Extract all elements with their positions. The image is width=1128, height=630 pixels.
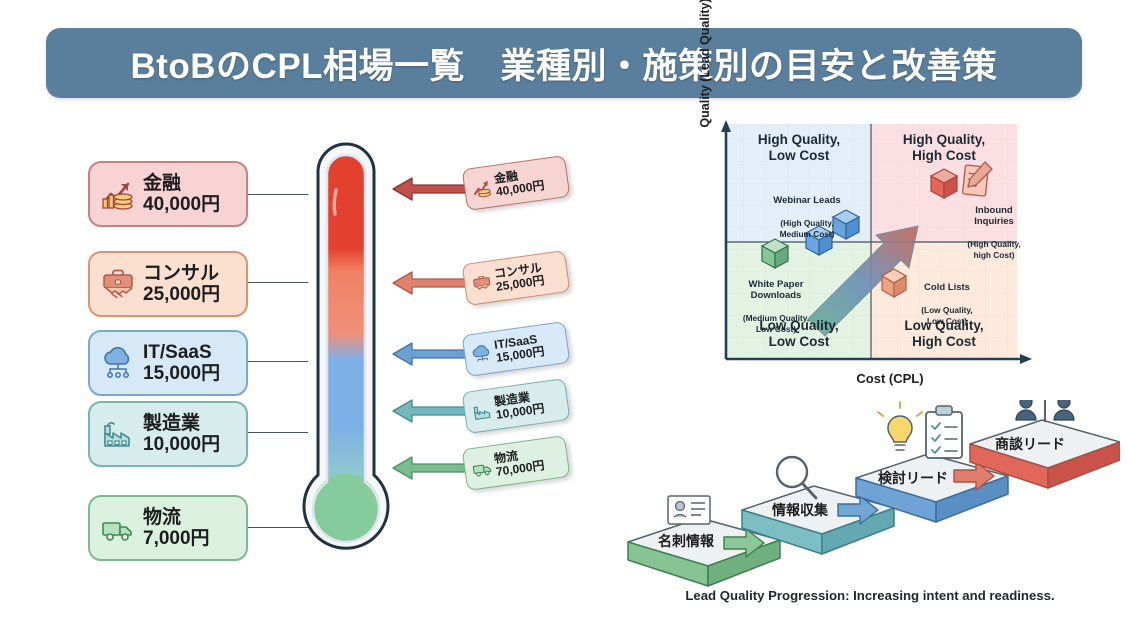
flow-step-shodan-lead	[969, 395, 1121, 489]
item-title: White Paper Downloads	[748, 279, 804, 302]
thermometer-tag-manufacturing[interactable]: 製造業 10,000円	[461, 377, 571, 435]
cloud-network-icon	[96, 341, 140, 385]
item-label-cold-lists: Cold Lists (Low Quality, Low Cost)	[908, 271, 986, 327]
industry-name: IT/SaaS	[143, 341, 212, 363]
flow-step-kento-lead	[855, 401, 1009, 523]
meeting-people-icon	[1015, 395, 1075, 422]
tag-arrow-logistics	[392, 456, 471, 480]
quadrant-chart-svg	[721, 120, 1032, 364]
trend-arrow	[807, 225, 919, 337]
cube-webinar-leads-2	[804, 225, 834, 257]
cube-white-paper-downloads	[760, 238, 790, 270]
quadrant-label-bottom-right: Low Quality, High Cost	[904, 318, 984, 349]
quadrant-label-top-left: High Quality, Low Cost	[757, 132, 841, 163]
flow-step-label-0: 名刺情報	[658, 533, 714, 549]
item-subtitle: (High Quality, high Cost)	[967, 238, 1021, 261]
item-title: Webinar Leads	[773, 195, 841, 207]
flow-step-joho-shushu	[741, 455, 895, 555]
flow-step-label-1: 情報収集	[772, 502, 828, 518]
industry-card-text: IT/SaaS 15,000円	[140, 342, 220, 385]
thermometer-tag-consulting[interactable]: コンサル 25,000円	[461, 249, 571, 307]
industry-card-finance[interactable]: 金融 40,000円	[88, 161, 255, 235]
flow-step-label-2: 検討リード	[878, 470, 948, 486]
connector-line-0	[248, 194, 308, 195]
industry-price: 25,000円	[143, 284, 221, 305]
thermometer-tag-it-saas[interactable]: IT/SaaS 15,000円	[461, 320, 571, 378]
flow-arrow-1	[723, 528, 765, 558]
cube-cold-lists	[880, 268, 908, 299]
tag-arrow-finance	[392, 177, 471, 201]
item-title: Cold Lists	[924, 282, 970, 294]
thermometer-tag-finance[interactable]: 金融 40,000円	[461, 154, 571, 212]
truck-icon	[467, 453, 496, 482]
business-card-icon	[667, 495, 711, 525]
quadrant-label-top-right: High Quality, High Cost	[902, 132, 986, 163]
briefcase-handshake-icon	[96, 262, 140, 306]
quadrant-chart: Quality (Lead Quality) Cost (CPL) High Q…	[698, 0, 1060, 393]
thermometer-tag-logistics[interactable]: 物流 70,000円	[461, 434, 571, 492]
document-pen-icon	[962, 161, 993, 197]
tag-text: コンサル 25,000円	[492, 260, 545, 294]
page-title: BtoBのCPL相場一覧 業種別・施策別の目安と改善策	[130, 46, 998, 86]
tag-arrow-manufacturing	[392, 399, 471, 423]
industry-card-logistics[interactable]: 物流 7,000円	[88, 495, 255, 569]
header-bar: BtoBのCPL相場一覧 業種別・施策別の目安と改善策	[46, 28, 1082, 98]
item-title: Inbound Inquiries	[974, 205, 1014, 228]
cube-webinar-leads	[831, 209, 861, 241]
tag-arrow-it-saas	[392, 342, 471, 366]
tag-text: 金融 40,000円	[492, 166, 545, 199]
thermometer	[296, 130, 396, 570]
item-label-inbound-inquiries: Inbound Inquiries (High Quality, high Co…	[958, 194, 1030, 261]
industry-card-text: 製造業 10,000円	[140, 413, 220, 456]
tag-text: IT/SaaS 15,000円	[492, 332, 545, 365]
flow-arrow-3	[953, 461, 995, 491]
industry-price: 7,000円	[143, 528, 210, 549]
item-label-white-paper-downloads: White Paper Downloads (Medium Quality, L…	[730, 268, 822, 335]
industry-card-text: 金融 40,000円	[140, 173, 220, 216]
tag-text: 製造業 10,000円	[492, 389, 545, 422]
item-subtitle: (Low Quality, Low Cost)	[921, 304, 973, 326]
connector-line-3	[248, 432, 308, 433]
truck-icon	[96, 506, 140, 550]
connector-line-1	[248, 282, 308, 283]
flow-step-meishi	[627, 495, 781, 587]
x-axis-label: Cost (CPL)	[856, 371, 924, 386]
item-subtitle: (High Quality, Medium Cost)	[779, 217, 835, 239]
cube-inbound-inquiries	[929, 168, 959, 200]
industry-name: 金融	[143, 172, 182, 194]
briefcase-handshake-icon	[467, 268, 496, 297]
process-flow: 名刺情報 情報収集 検討リード 商談リード	[620, 395, 1121, 600]
flow-caption: Lead Quality Progression: Increasing int…	[685, 588, 1055, 603]
quadrant-label-bottom-left: Low Quality, Low Cost	[759, 318, 839, 349]
industry-name: コンサル	[143, 262, 220, 284]
item-label-webinar-leads: Webinar Leads (High Quality, Medium Cost…	[762, 184, 852, 240]
industry-card-consulting[interactable]: コンサル 25,000円	[88, 251, 255, 325]
chart-coins-icon	[467, 173, 496, 202]
industry-card-it-saas[interactable]: IT/SaaS 15,000円	[88, 330, 255, 404]
connector-line-2	[248, 361, 308, 362]
flow-step-label-3: 商談リード	[995, 436, 1065, 452]
factory-icon	[467, 396, 496, 425]
flow-arrow-2	[837, 495, 879, 525]
industry-card-text: 物流 7,000円	[140, 507, 210, 550]
industry-price: 15,000円	[143, 363, 221, 384]
industry-price: 40,000円	[143, 194, 221, 215]
industry-price: 10,000円	[143, 434, 221, 455]
cloud-network-icon	[467, 339, 496, 368]
connector-line-4	[248, 527, 322, 528]
chart-coins-icon	[96, 172, 140, 216]
industry-card-manufacturing[interactable]: 製造業 10,000円	[88, 401, 255, 475]
industry-card-text: コンサル 25,000円	[140, 263, 220, 306]
industry-name: 物流	[143, 506, 182, 528]
item-subtitle: (Medium Quality, Low Cost)	[742, 312, 810, 335]
industry-name: 製造業	[143, 412, 201, 434]
tag-arrow-consulting	[392, 271, 471, 295]
lightbulb-checklist-icon	[877, 401, 963, 459]
y-axis-label: Quality (Lead Quality)	[698, 0, 712, 128]
magnifier-icon	[775, 455, 818, 500]
factory-icon	[96, 412, 140, 456]
tag-text: 物流 70,000円	[492, 446, 545, 479]
